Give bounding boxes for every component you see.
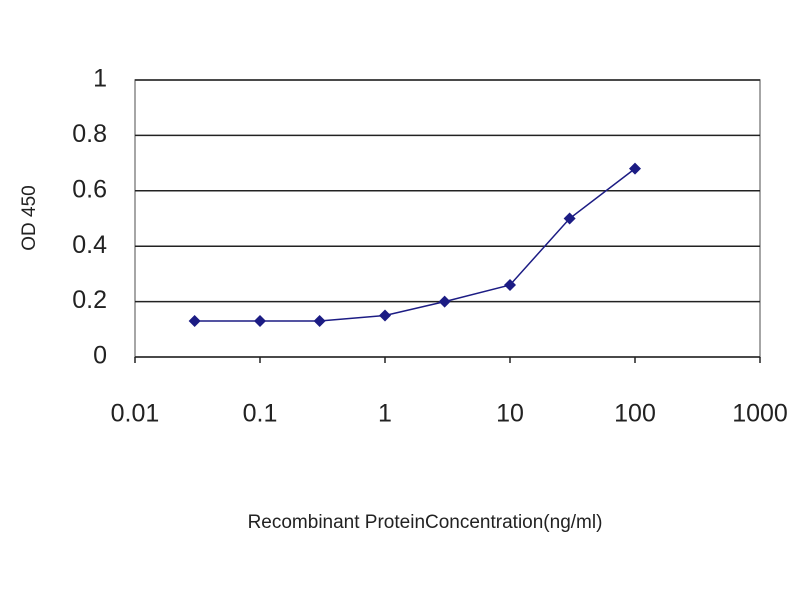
y-tick-label: 0.4 (72, 231, 107, 259)
x-axis-label: Recombinant ProteinConcentration(ng/ml) (248, 512, 603, 533)
data-point (188, 314, 201, 327)
data-point (629, 162, 641, 175)
plot-frame (134, 79, 761, 358)
y-axis-label: OD 450 (19, 185, 40, 250)
x-tick-label: 1 (378, 400, 392, 428)
y-tick-label: 0 (93, 342, 107, 370)
data-point (254, 314, 266, 327)
x-tick-label: 1000 (732, 400, 788, 428)
data-point (379, 309, 391, 322)
x-tick-label: 100 (614, 400, 656, 428)
x-tick-label: 0.1 (243, 400, 278, 428)
x-tick-label: 0.01 (111, 400, 160, 428)
y-tick-label: 0.6 (72, 175, 107, 203)
data-point (313, 314, 326, 327)
y-tick-label: 0.2 (72, 286, 107, 314)
y-tick-label: 1 (93, 65, 107, 93)
data-line (194, 168, 636, 322)
x-tick-label: 10 (496, 400, 524, 428)
data-point (438, 295, 451, 308)
data-point (504, 278, 516, 291)
y-tick-label: 0.8 (72, 120, 107, 148)
data-point (563, 212, 576, 225)
